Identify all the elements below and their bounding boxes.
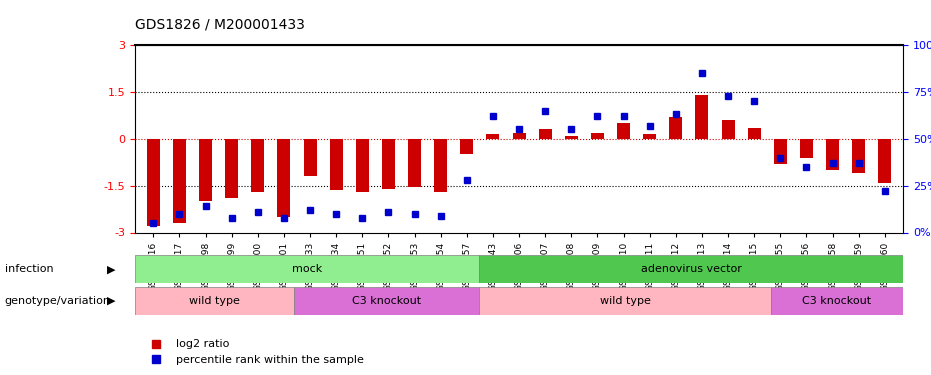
FancyBboxPatch shape bbox=[294, 287, 479, 315]
Bar bbox=[225, 139, 238, 198]
Text: ▶: ▶ bbox=[107, 264, 115, 274]
Bar bbox=[852, 139, 865, 173]
Text: infection: infection bbox=[5, 264, 53, 274]
FancyBboxPatch shape bbox=[135, 255, 479, 283]
Bar bbox=[199, 139, 212, 201]
Bar bbox=[251, 139, 264, 192]
Text: GDS1826 / M200001433: GDS1826 / M200001433 bbox=[135, 18, 304, 32]
Bar bbox=[748, 128, 761, 139]
Bar bbox=[512, 132, 526, 139]
Bar bbox=[617, 123, 630, 139]
Text: wild type: wild type bbox=[189, 296, 240, 306]
Bar bbox=[434, 139, 447, 192]
Bar bbox=[356, 139, 369, 192]
Bar bbox=[591, 132, 604, 139]
Bar bbox=[722, 120, 735, 139]
Bar bbox=[277, 139, 290, 217]
Text: genotype/variation: genotype/variation bbox=[5, 296, 111, 306]
Bar bbox=[774, 139, 787, 164]
FancyBboxPatch shape bbox=[479, 287, 771, 315]
Bar bbox=[147, 139, 160, 226]
Bar bbox=[878, 139, 891, 183]
Bar bbox=[486, 134, 499, 139]
FancyBboxPatch shape bbox=[479, 255, 903, 283]
Bar bbox=[565, 136, 578, 139]
Bar bbox=[800, 139, 813, 158]
Bar bbox=[669, 117, 682, 139]
Bar bbox=[539, 129, 552, 139]
Legend: log2 ratio, percentile rank within the sample: log2 ratio, percentile rank within the s… bbox=[141, 335, 369, 369]
Bar bbox=[173, 139, 186, 223]
Bar bbox=[460, 139, 473, 154]
Text: C3 knockout: C3 knockout bbox=[352, 296, 421, 306]
Text: C3 knockout: C3 knockout bbox=[803, 296, 871, 306]
Bar bbox=[304, 139, 317, 176]
Bar bbox=[382, 139, 395, 189]
Text: adenovirus vector: adenovirus vector bbox=[641, 264, 742, 274]
Text: mock: mock bbox=[292, 264, 322, 274]
FancyBboxPatch shape bbox=[135, 287, 294, 315]
Bar bbox=[643, 134, 656, 139]
Text: wild type: wild type bbox=[600, 296, 651, 306]
Bar bbox=[330, 139, 343, 190]
Bar bbox=[695, 95, 708, 139]
FancyBboxPatch shape bbox=[771, 287, 903, 315]
Bar bbox=[826, 139, 839, 170]
Bar bbox=[408, 139, 421, 187]
Text: ▶: ▶ bbox=[107, 296, 115, 306]
